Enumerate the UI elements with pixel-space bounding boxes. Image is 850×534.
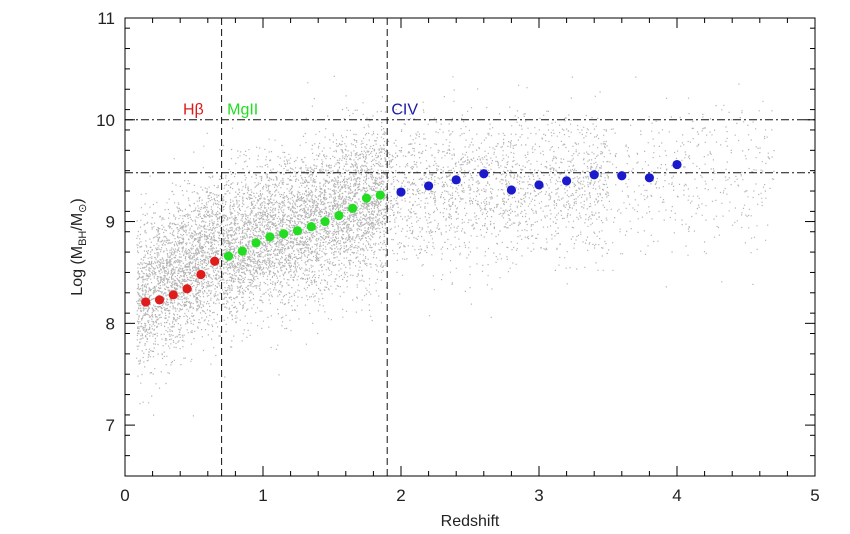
- point-series-0-4: [196, 269, 206, 280]
- point-series-2-7: [589, 170, 599, 180]
- y-axis-title-mid: /M: [69, 213, 86, 231]
- point-series-0-0: [141, 297, 151, 307]
- point-series-0-5: [210, 256, 220, 266]
- axis-ticks: 0 1 2 3 4 5 7 8 9 10 11: [96, 9, 820, 505]
- y-axis-title-suffix: ): [69, 198, 86, 203]
- point-series-1-7: [320, 216, 330, 227]
- point-series-2-0: [396, 187, 406, 197]
- y-tick-label-4: 11: [97, 9, 115, 28]
- x-tick-label-3: 3: [534, 486, 543, 505]
- y-axis-title: Log (MBH/M⊙): [69, 198, 89, 295]
- point-series-1-0: [223, 251, 234, 261]
- point-series-1-11: [375, 190, 385, 200]
- annotation-2: CIV: [391, 102, 418, 119]
- x-tick-label-2: 2: [396, 486, 405, 505]
- point-series-1-10: [361, 193, 372, 203]
- point-series-2-9: [644, 173, 655, 183]
- point-series-2-2: [451, 175, 461, 185]
- y-axis-title-sub-sun: ⊙: [77, 204, 89, 213]
- point-series-1-4: [279, 229, 289, 239]
- cloud-points: [136, 75, 775, 417]
- point-series-1-5: [292, 226, 303, 236]
- point-series-2-3: [479, 169, 489, 179]
- x-axis-title: Redshift: [441, 513, 500, 530]
- point-series-2-6: [562, 176, 572, 186]
- point-series-2-8: [617, 171, 627, 181]
- x-tick-label-5: 5: [810, 486, 819, 505]
- point-series-2-4: [506, 185, 516, 195]
- line-annotations: Hβ MgII CIV: [183, 102, 418, 119]
- background-quasar-cloud: [136, 75, 775, 417]
- point-series-2-5: [534, 180, 544, 190]
- point-series-0-3: [182, 284, 192, 294]
- point-series-0-2: [168, 290, 178, 300]
- plot-frame: [124, 17, 816, 477]
- y-tick-label-3: 10: [96, 111, 115, 130]
- x-tick-label-1: 1: [258, 486, 267, 505]
- point-series-2-10: [672, 159, 682, 170]
- point-series-0-1: [154, 295, 165, 305]
- point-series-1-8: [334, 210, 344, 221]
- point-series-1-2: [251, 238, 261, 248]
- x-tick-label-0: 0: [120, 486, 129, 505]
- y-tick-label-1: 8: [106, 314, 115, 333]
- y-axis-title-prefix: Log (M: [69, 246, 86, 296]
- reference-lines: [125, 18, 815, 476]
- point-series-1-3: [265, 232, 275, 242]
- y-tick-label-2: 9: [106, 213, 115, 232]
- annotation-0: Hβ: [183, 102, 204, 119]
- annotation-1: MgII: [227, 102, 258, 119]
- y-tick-label-0: 7: [106, 416, 115, 435]
- y-axis-title-sub-bh: BH: [77, 231, 89, 246]
- point-series-1-9: [348, 203, 358, 213]
- point-series-2-1: [424, 181, 434, 191]
- point-series-1-1: [237, 246, 247, 256]
- point-series-1-6: [306, 222, 316, 232]
- x-tick-label-4: 4: [672, 486, 681, 505]
- binned-mean-points: [141, 159, 682, 307]
